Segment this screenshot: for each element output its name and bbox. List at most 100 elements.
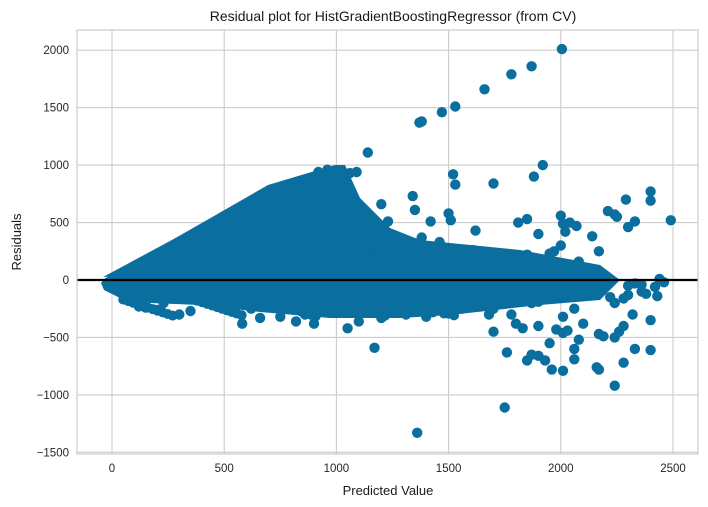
scatter-points: [133, 43, 676, 438]
data-point: [223, 256, 234, 267]
data-point: [250, 250, 261, 262]
data-point: [210, 251, 221, 263]
data-point: [396, 240, 407, 251]
data-point: [479, 84, 490, 95]
data-point: [362, 147, 373, 158]
x-tick-label: 2500: [660, 463, 686, 475]
data-point: [557, 311, 569, 322]
data-point: [620, 194, 632, 205]
data-point: [438, 308, 450, 319]
data-point: [456, 303, 468, 314]
data-point: [416, 232, 427, 243]
data-point: [629, 216, 641, 227]
data-point: [533, 320, 544, 332]
data-point: [546, 288, 557, 299]
data-point: [645, 344, 656, 356]
data-point: [593, 364, 605, 375]
data-point: [499, 402, 510, 413]
data-point: [618, 357, 629, 368]
data-point: [544, 248, 555, 259]
data-point: [627, 309, 638, 320]
data-point: [556, 43, 568, 55]
data-point: [245, 303, 257, 314]
data-point: [263, 190, 275, 202]
data-point: [546, 364, 557, 375]
data-point: [600, 279, 611, 290]
data-point: [521, 249, 533, 260]
y-tick-label: −500: [43, 332, 69, 344]
data-point: [344, 167, 356, 179]
data-point: [349, 226, 360, 237]
data-point: [237, 318, 248, 329]
data-point: [445, 215, 456, 226]
data-point: [302, 236, 313, 248]
data-point: [562, 325, 573, 336]
data-point: [569, 343, 580, 355]
data-point: [362, 307, 373, 318]
data-point: [573, 256, 584, 267]
data-point: [421, 251, 432, 263]
data-point: [645, 315, 656, 326]
data-point: [405, 246, 416, 257]
data-point: [434, 253, 445, 264]
data-point: [521, 213, 533, 225]
data-point: [409, 204, 421, 216]
data-point: [376, 199, 387, 210]
y-tick-label: −1000: [37, 390, 69, 402]
dense-point-cluster: [101, 165, 620, 322]
data-point: [313, 240, 324, 251]
data-point: [360, 248, 371, 259]
data-point: [407, 190, 418, 202]
data-point: [598, 331, 609, 342]
data-point: [342, 323, 353, 334]
data-point: [219, 303, 230, 314]
data-point: [468, 244, 479, 256]
data-point: [526, 61, 537, 72]
data-point: [151, 304, 163, 316]
data-point: [275, 311, 286, 322]
data-point: [569, 303, 580, 314]
data-point: [629, 343, 641, 355]
data-point: [609, 332, 620, 343]
data-point: [517, 323, 528, 334]
data-point: [609, 380, 620, 391]
chart-title: Residual plot for HistGradientBoostingRe…: [210, 8, 576, 24]
data-point: [618, 320, 629, 332]
data-point: [578, 318, 589, 329]
data-point: [427, 307, 439, 318]
x-tick-label: 1000: [324, 463, 350, 475]
data-point: [488, 178, 499, 189]
x-tick-label: 2000: [548, 463, 574, 475]
data-point: [587, 277, 598, 288]
y-axis-ticks: 2000 1500 1000 500 0 −500 −1000 −1500: [37, 45, 69, 459]
data-point: [622, 221, 634, 233]
data-point: [254, 312, 266, 324]
data-point: [279, 231, 290, 242]
data-point: [622, 289, 634, 301]
data-point: [416, 301, 427, 312]
data-point: [376, 312, 387, 324]
data-point: [544, 338, 555, 349]
data-point: [649, 281, 661, 293]
data-point: [652, 290, 663, 302]
data-point: [450, 179, 461, 190]
data-point: [571, 220, 582, 232]
data-point: [434, 236, 445, 248]
data-point: [506, 309, 517, 320]
data-point: [436, 107, 448, 118]
data-point: [331, 236, 342, 248]
y-tick-label: 2000: [43, 45, 69, 57]
data-point: [488, 303, 499, 314]
data-point: [412, 427, 423, 438]
data-point: [557, 265, 569, 276]
data-point: [409, 238, 421, 249]
y-tick-label: 1000: [43, 160, 69, 172]
data-point: [322, 242, 333, 253]
data-point: [645, 195, 656, 206]
x-tick-label: 0: [109, 463, 115, 475]
data-point: [158, 297, 169, 309]
data-point: [425, 216, 436, 227]
data-point: [501, 297, 513, 309]
data-point: [611, 211, 623, 222]
y-tick-label: 1500: [43, 103, 69, 115]
